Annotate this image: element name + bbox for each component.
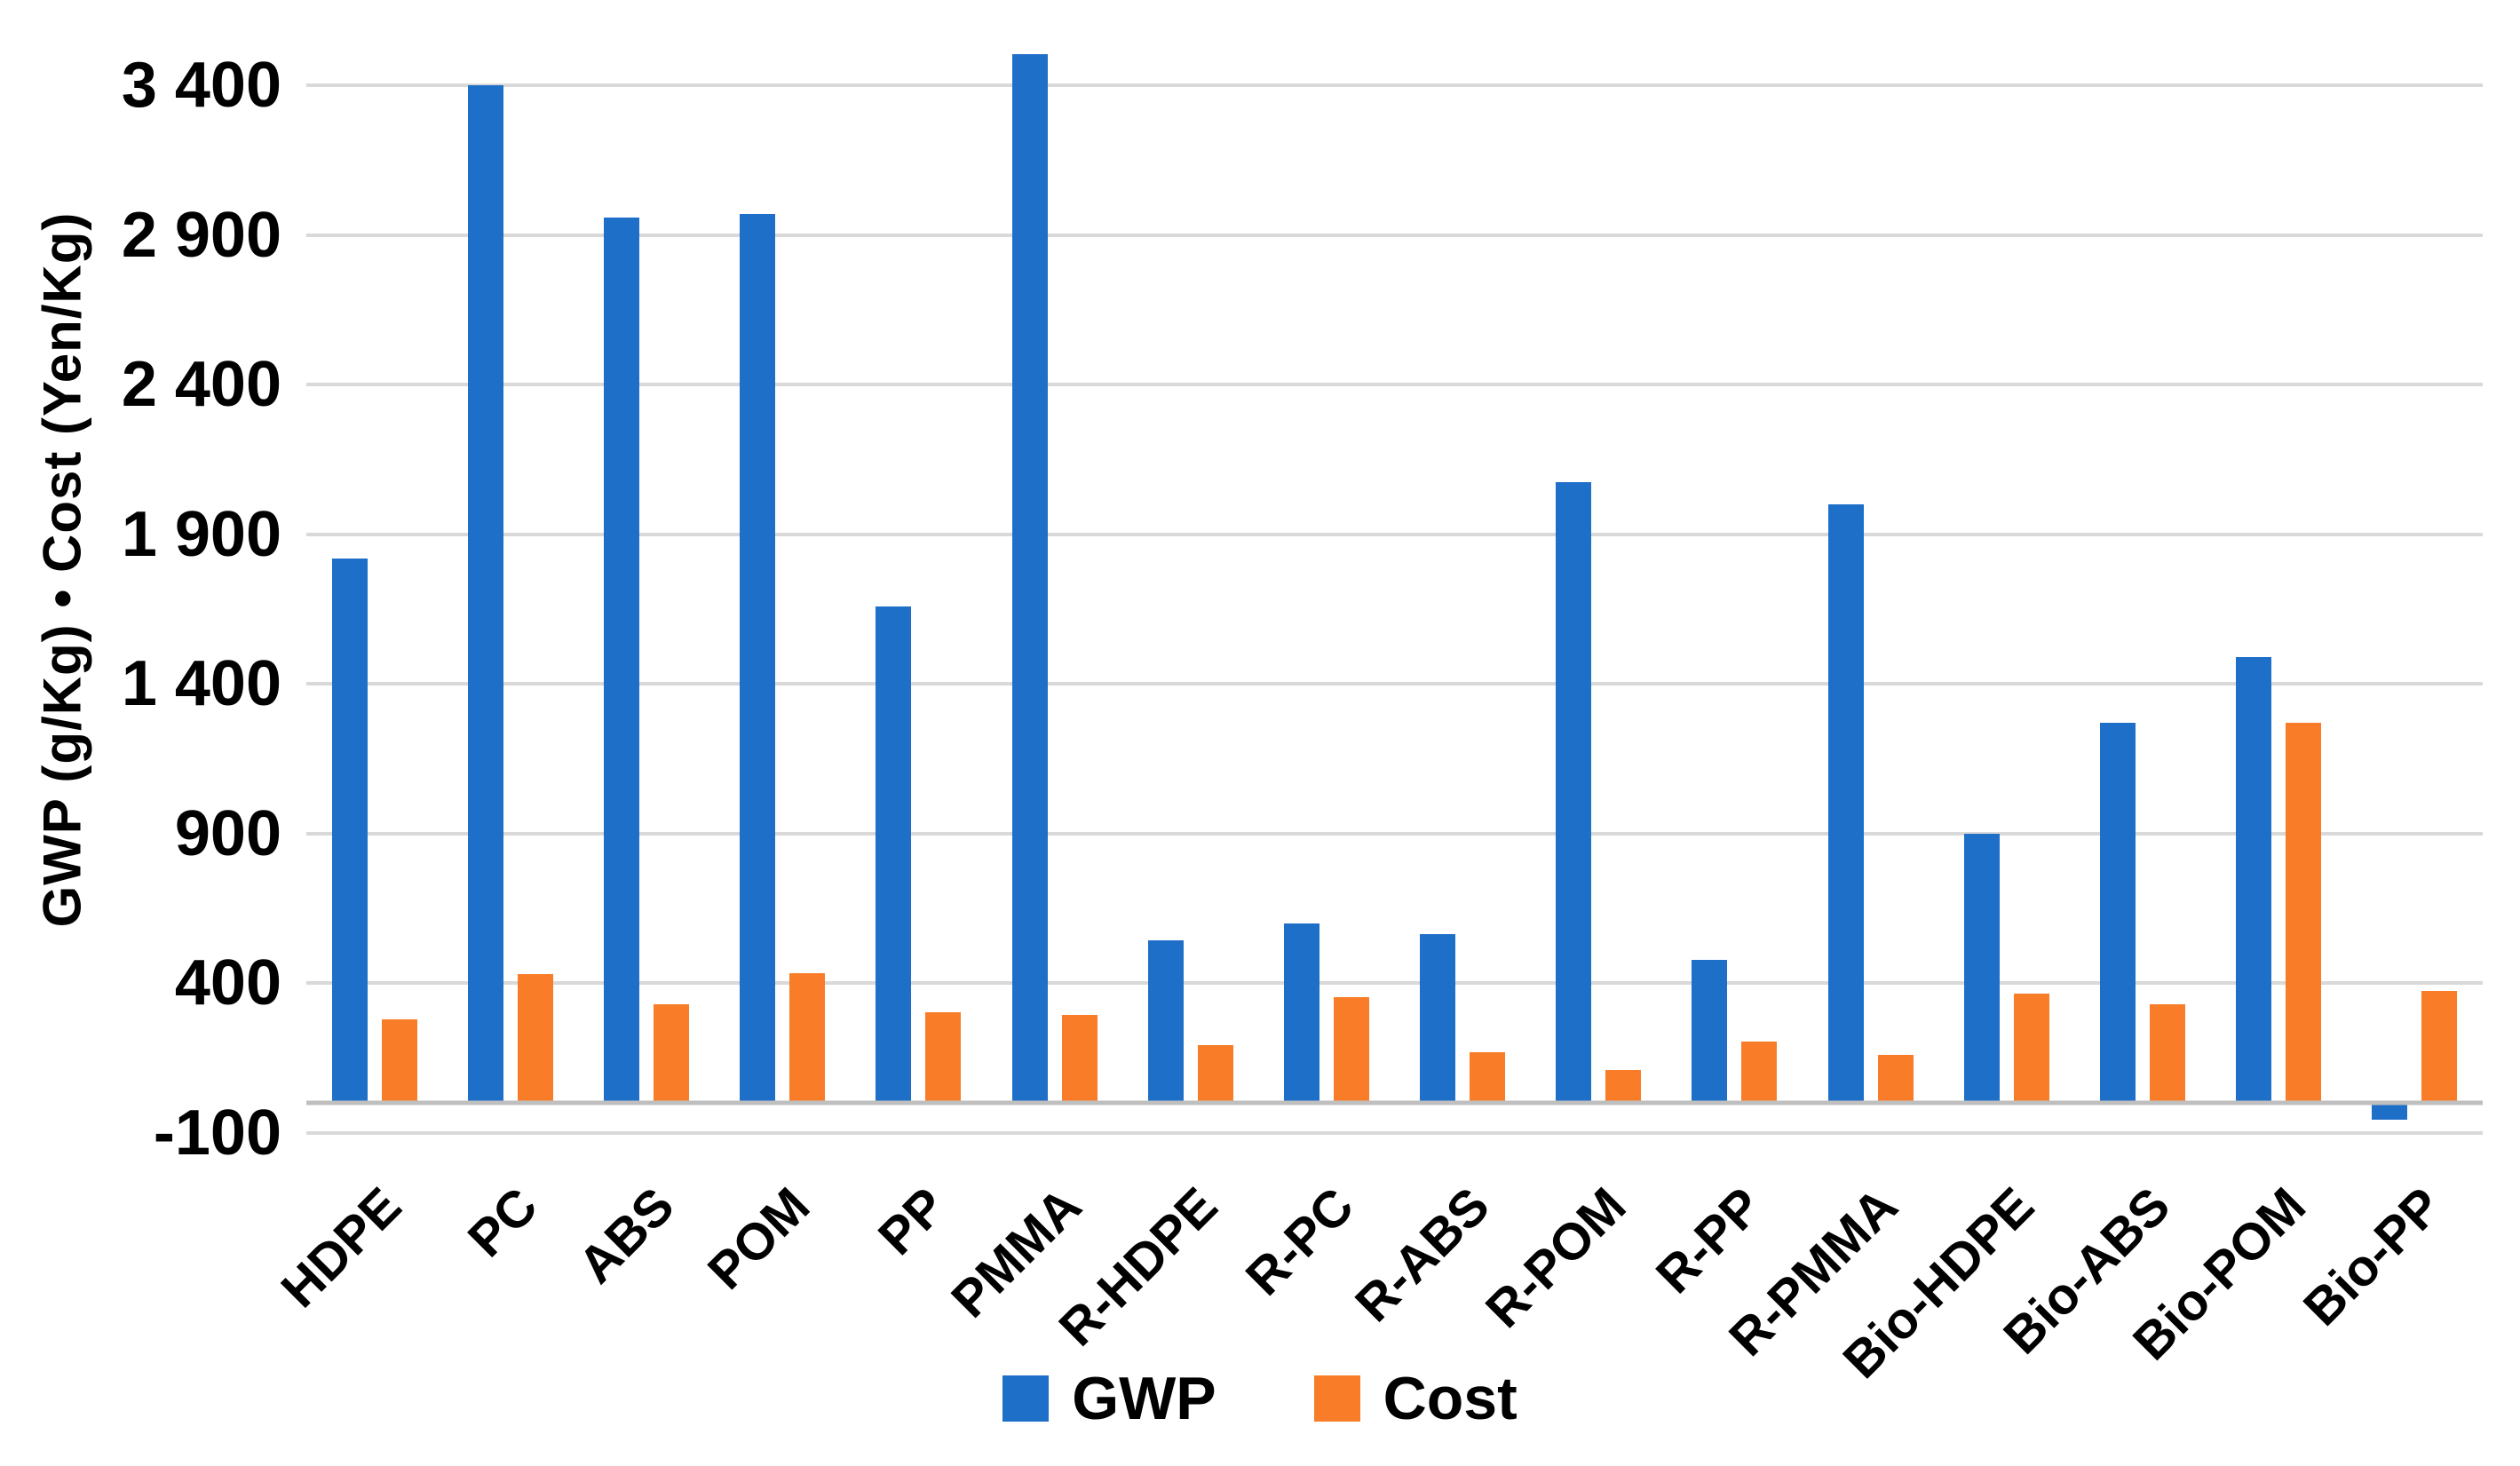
x-tick-label-R-PP: R-PP <box>1644 1177 1773 1305</box>
gwp-bar-Bio-HDPE <box>1963 833 2000 1104</box>
category-slot-R-POM: R-POM <box>1475 11 1667 1339</box>
category-slot-Bio-PP: Bio-PP <box>2293 11 2483 1337</box>
cost-legend-swatch-icon <box>1313 1375 1360 1422</box>
x-tick-label-PC: PC <box>456 1177 549 1269</box>
category-slot-Bio-HDPE: Bio-HDPE <box>1832 11 2074 1390</box>
category-slot-ABS: ABS <box>567 11 714 1295</box>
y-tick-label-2900: 2 900 <box>121 199 281 271</box>
gwp-legend-swatch-icon <box>1002 1375 1050 1422</box>
y-tick-label--100: -100 <box>153 1098 281 1169</box>
gridline-2900 <box>306 233 2483 237</box>
gridline-1400 <box>306 682 2483 686</box>
category-slot-PP: PP <box>851 11 987 1266</box>
cost-bar-Bio-POM <box>2286 723 2322 1104</box>
cost-bar-HDPE <box>381 1018 417 1104</box>
category-slot-PC: PC <box>442 11 578 1268</box>
category-slot-POM: POM <box>697 11 851 1301</box>
x-tick-label-ABS: ABS <box>567 1177 685 1295</box>
cost-bar-ABS <box>653 1004 689 1104</box>
y-tick-label-2400: 2 400 <box>121 349 281 421</box>
gridline-2400 <box>306 383 2483 387</box>
x-tick-label-HDPE: HDPE <box>270 1177 413 1319</box>
gwp-bar-R-POM <box>1556 481 1592 1104</box>
legend: GWP Cost <box>0 1368 2520 1429</box>
cost-bar-R-POM <box>1605 1070 1642 1104</box>
gridline-400 <box>306 981 2483 986</box>
x-tick-label-R-PC: R-PC <box>1234 1177 1366 1307</box>
gwp-bar-Bio-POM <box>2236 657 2272 1104</box>
gridline-900 <box>306 831 2483 836</box>
category-slot-R-PMMA: R-PMMA <box>1718 11 1938 1367</box>
category-slot-R-PC: R-PC <box>1235 11 1394 1306</box>
category-slot-PMMA: PMMA <box>940 11 1122 1328</box>
x-tick-label-R-POM: R-POM <box>1474 1177 1637 1339</box>
x-tick-label-POM: POM <box>696 1177 821 1301</box>
gwp-bar-POM <box>740 214 776 1104</box>
gridline-1900 <box>306 532 2483 536</box>
gwp-bar-PMMA <box>1011 53 1048 1104</box>
cost-bar-PMMA <box>1061 1014 1098 1104</box>
y-tick-label-1400: 1 400 <box>121 648 281 720</box>
cost-bar-PP <box>925 1011 962 1104</box>
category-slot-Bio-POM: Bio-POM <box>2122 11 2347 1371</box>
cost-bar-Bio-ABS <box>2150 1004 2186 1104</box>
category-slot-R-PP: R-PP <box>1645 11 1803 1304</box>
cost-bar-Bio-PP <box>2421 990 2458 1104</box>
cost-bar-R-PMMA <box>1877 1055 1914 1104</box>
gwp-bar-R-HDPE <box>1147 939 1184 1104</box>
cost-bar-POM <box>789 972 826 1104</box>
x-tick-label-Bio-PP: Bio-PP <box>2293 1177 2453 1337</box>
cost-bar-R-PP <box>1741 1042 1778 1104</box>
category-slot-HDPE: HDPE <box>271 11 442 1319</box>
y-tick-label-400: 400 <box>174 947 281 1019</box>
y-axis-title: GWP (g/Kg) • Cost (Yen/Kg) <box>32 211 92 928</box>
cost-bar-R-HDPE <box>1197 1044 1233 1104</box>
bar-slots: HDPE PC ABS POM PP PMMA R-HDPE R-PC R-ABS R-POM R-… <box>271 11 2483 1390</box>
gwp-bar-R-PMMA <box>1827 504 1864 1104</box>
plot-area: HDPE PC ABS POM PP PMMA R-HDPE R-PC R-ABS R-POM R-… <box>122 11 2483 1390</box>
gwp-bar-R-PC <box>1283 923 1319 1104</box>
y-tick-label-1900: 1 900 <box>121 498 281 570</box>
y-tick-label-3400: 3 400 <box>121 50 281 122</box>
gwp-legend-label: GWP <box>1072 1365 1216 1432</box>
gwp-bar-HDPE <box>331 558 368 1104</box>
x-tick-label-R-ABS: R-ABS <box>1344 1177 1502 1334</box>
x-tick-label-PP: PP <box>867 1177 957 1266</box>
cost-legend-label: Cost <box>1383 1365 1518 1432</box>
gwp-bar-R-ABS <box>1420 933 1456 1104</box>
y-tick-label-900: 900 <box>174 797 281 869</box>
category-slot-R-ABS: R-ABS <box>1344 11 1531 1333</box>
category-slot-R-HDPE: R-HDPE <box>1049 11 1258 1357</box>
gridline-3400 <box>306 83 2483 88</box>
gwp-bar-Bio-ABS <box>2100 723 2136 1104</box>
cost-bar-PC <box>517 974 553 1104</box>
gwp-bar-PC <box>467 85 503 1104</box>
legend-item-cost: Cost <box>1313 1365 1518 1432</box>
gwp-bar-ABS <box>603 217 639 1104</box>
category-slot-Bio-ABS: Bio-ABS <box>1993 11 2210 1365</box>
gridline--100 <box>306 1131 2483 1135</box>
gwp-bar-R-PP <box>1692 959 1728 1104</box>
cost-bar-R-PC <box>1333 996 1369 1104</box>
gwp-bar-PP <box>876 606 912 1104</box>
cost-bar-R-ABS <box>1470 1052 1506 1104</box>
gwp-bar-Bio-PP <box>2372 1103 2408 1120</box>
category-axis-line <box>306 1100 2483 1105</box>
legend-item-gwp: GWP <box>1002 1368 1216 1429</box>
cost-bar-Bio-HDPE <box>2013 994 2049 1104</box>
